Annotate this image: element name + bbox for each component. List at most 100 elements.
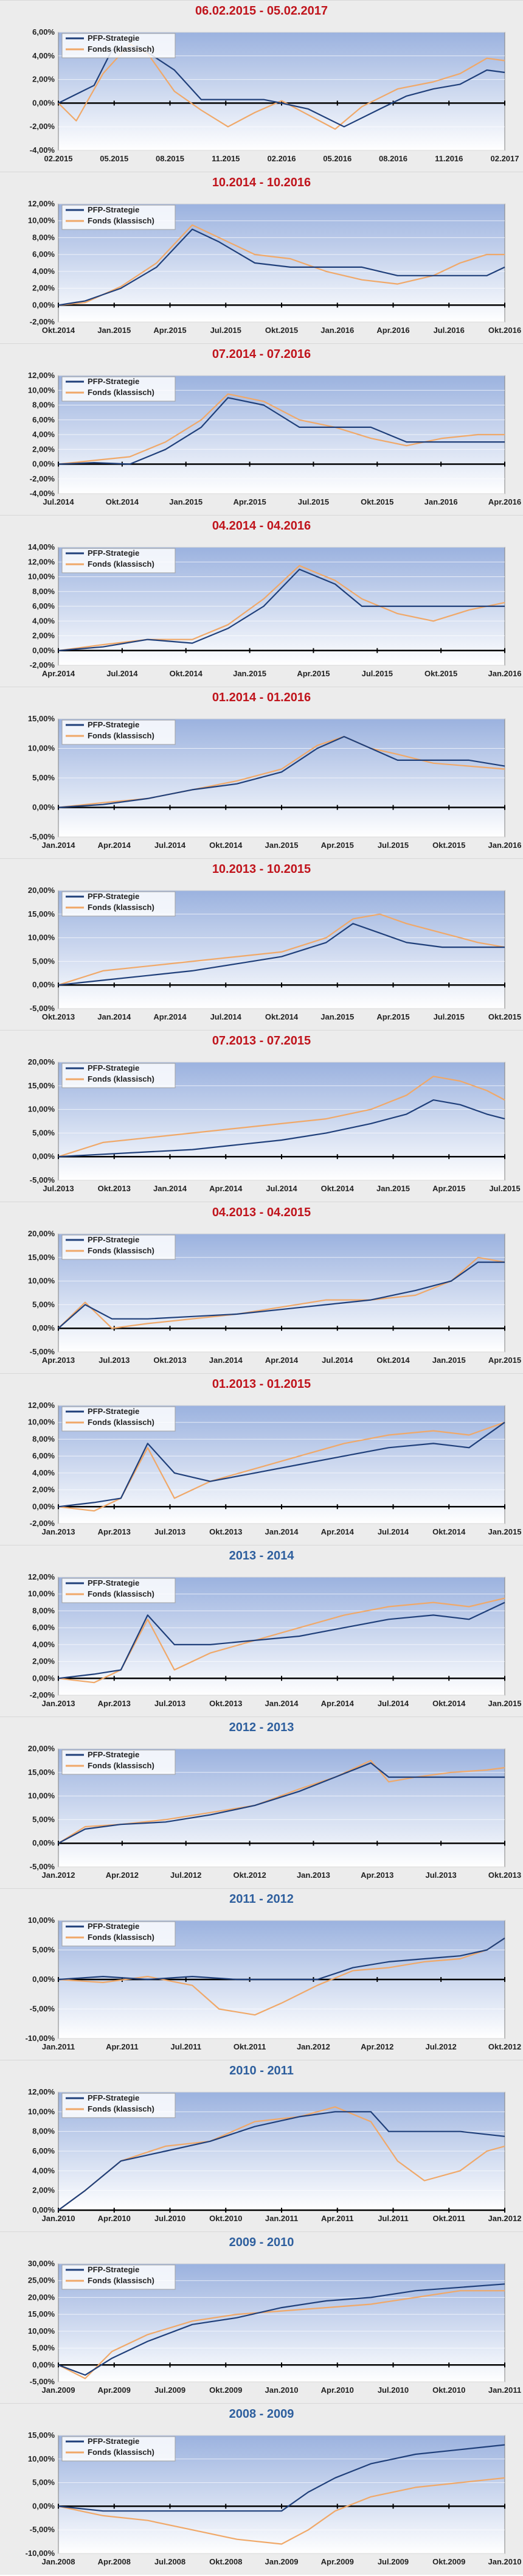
chart-svg: -10,00% -5,00% 0,00% 5,00% 10,00% 15,00% Jan.2… bbox=[26, 2431, 522, 2566]
y-tick-label: 20,00% bbox=[28, 2292, 55, 2301]
x-tick-label: Jul.2011 bbox=[170, 2042, 201, 2051]
y-tick-label: 5,00% bbox=[32, 773, 55, 782]
x-tick-label: Jan.2012 bbox=[297, 2042, 330, 2051]
y-tick-label: 20,00% bbox=[28, 1744, 55, 1753]
y-tick-label: 20,00% bbox=[28, 1057, 55, 1066]
legend-label: PFP-Strategie bbox=[88, 1063, 139, 1073]
y-tick-label: 10,00% bbox=[28, 1418, 55, 1427]
x-tick-label: Jan.2009 bbox=[42, 2385, 75, 2395]
x-tick-label: Okt.2013 bbox=[488, 1871, 521, 1880]
x-tick-label: Okt.2016 bbox=[488, 326, 521, 335]
y-tick-label: 0,00% bbox=[32, 2205, 55, 2214]
chart-svg: -5,00% 0,00% 5,00% 10,00% 15,00% 20,00% Jan.20… bbox=[28, 1744, 521, 1880]
legend-label: PFP-Strategie bbox=[88, 1922, 139, 1931]
x-tick-label: Jan.2015 bbox=[233, 669, 266, 678]
y-tick-label: 12,00% bbox=[28, 371, 55, 380]
y-tick-label: 2,00% bbox=[32, 2186, 55, 2195]
series-line-fonds-klassisch bbox=[58, 224, 505, 306]
y-tick-label: 0,00% bbox=[32, 1152, 55, 1161]
chart-svg: -2,00% 0,00% 2,00% 4,00% 6,00% 8,00% 10,00% 12,… bbox=[28, 199, 521, 335]
x-tick-label: 05.2016 bbox=[323, 154, 352, 163]
series-line-pfp-strategie bbox=[58, 1099, 505, 1158]
y-tick-label: 10,00% bbox=[28, 385, 55, 394]
x-tick-label: Apr.2011 bbox=[106, 2042, 139, 2051]
y-tick-label: -5,00% bbox=[30, 1347, 55, 1356]
x-tick-label: Jan.2013 bbox=[42, 1699, 75, 1708]
x-tick-label: Apr.2009 bbox=[98, 2385, 131, 2395]
y-tick-label: 4,00% bbox=[32, 616, 55, 625]
series-line-fonds-klassisch bbox=[58, 2106, 505, 2211]
y-tick-label: 15,00% bbox=[28, 1253, 55, 1262]
y-tick-label: -2,00% bbox=[30, 1690, 55, 1699]
x-tick-label: Okt.2015 bbox=[432, 841, 465, 850]
x-tick-label: 02.2016 bbox=[268, 154, 296, 163]
legend-label: PFP-Strategie bbox=[88, 548, 139, 558]
series-line-fonds-klassisch bbox=[58, 913, 505, 986]
x-tick-label: Jul.2009 bbox=[378, 2557, 409, 2566]
legend-label: PFP-Strategie bbox=[88, 2093, 139, 2102]
chart-panel: 10.2013 - 10.2015 -5,00% 0,00% 5,00% 10,00% 1… bbox=[0, 858, 523, 1030]
y-tick-label: 5,00% bbox=[32, 956, 55, 965]
chart-panel: 2012 - 2013 -5,00% 0,00% 5,00% 10,00% 15,00% 2… bbox=[0, 1717, 523, 1888]
y-tick-label: 5,00% bbox=[32, 2478, 55, 2487]
x-tick-label: Jan.2010 bbox=[42, 2214, 75, 2223]
x-tick-label: Apr.2015 bbox=[488, 1356, 521, 1365]
x-tick-label: Okt.2009 bbox=[432, 2557, 465, 2566]
y-tick-label: 0,00% bbox=[32, 1975, 55, 1984]
y-tick-label: 30,00% bbox=[28, 2259, 55, 2268]
x-tick-label: Okt.2015 bbox=[488, 1012, 521, 1021]
y-tick-label: 0,00% bbox=[32, 1838, 55, 1847]
x-tick-label: Okt.2010 bbox=[432, 2385, 465, 2395]
y-tick-label: 15,00% bbox=[28, 714, 55, 723]
series-line-pfp-strategie bbox=[58, 2283, 505, 2376]
chart-panel: 01.2013 - 01.2015 -2,00% 0,00% 2,00% 4,00% 6,… bbox=[0, 1373, 523, 1545]
chart-panel: 2010 - 2011 0,00% 2,00% 4,00% 6,00% 8,00% 10,0… bbox=[0, 2060, 523, 2231]
chart-panel: 07.2013 - 07.2015 -5,00% 0,00% 5,00% 10,00% 1… bbox=[0, 1030, 523, 1202]
chart-panel: 2011 - 2012 -10,00% -5,00% 0,00% 5,00% 10,00%… bbox=[0, 1888, 523, 2060]
y-tick-label: 20,00% bbox=[28, 886, 55, 895]
y-tick-label: 0,00% bbox=[32, 1673, 55, 1682]
y-tick-label: 5,00% bbox=[32, 1815, 55, 1824]
legend-label: PFP-Strategie bbox=[88, 205, 139, 214]
y-tick-label: 10,00% bbox=[28, 2326, 55, 2336]
legend-box bbox=[61, 1578, 176, 1603]
chart-svg: -5,00% 0,00% 5,00% 10,00% 15,00% 20,00% Apr.20… bbox=[28, 1229, 521, 1365]
legend-label: Fonds (klassisch) bbox=[88, 1074, 154, 1083]
x-tick-label: Jul.2010 bbox=[378, 2385, 409, 2395]
y-tick-label: 8,00% bbox=[32, 401, 55, 410]
x-tick-label: Okt.2014 bbox=[265, 1012, 299, 1021]
x-tick-label: Jul.2013 bbox=[425, 1871, 456, 1880]
x-tick-label: Apr.2014 bbox=[98, 841, 131, 850]
chart-title: 2010 - 2011 bbox=[229, 2064, 294, 2077]
legend-label: PFP-Strategie bbox=[88, 892, 139, 901]
y-tick-label: 5,00% bbox=[32, 1945, 55, 1955]
chart-title: 01.2014 - 01.2016 bbox=[212, 691, 311, 704]
y-tick-label: 8,00% bbox=[32, 2127, 55, 2136]
chart-title: 04.2013 - 04.2015 bbox=[212, 1206, 311, 1219]
x-tick-label: Jan.2015 bbox=[97, 326, 131, 335]
chart-panel: 04.2014 - 04.2016 -2,00% 0,00% 2,00% 4,00% 6,… bbox=[0, 515, 523, 687]
x-tick-label: Okt.2011 bbox=[234, 2042, 266, 2051]
x-tick-label: Jul.2013 bbox=[154, 1527, 185, 1536]
y-tick-label: 8,00% bbox=[32, 1434, 55, 1443]
x-tick-label: Apr.2012 bbox=[361, 2042, 393, 2051]
x-tick-label: Jul.2014 bbox=[266, 1184, 297, 1193]
y-tick-label: 6,00% bbox=[32, 601, 55, 611]
chart-panel: 01.2014 - 01.2016 -5,00% 0,00% 5,00% 10,00% 1… bbox=[0, 687, 523, 858]
x-tick-label: Jul.2014 bbox=[378, 1527, 409, 1536]
chart-svg: -10,00% -5,00% 0,00% 5,00% 10,00% Jan.2011 Apr… bbox=[26, 1916, 522, 2051]
x-tick-label: Jul.2014 bbox=[43, 497, 74, 506]
x-tick-label: Jan.2015 bbox=[320, 1012, 354, 1021]
x-tick-label: Jan.2015 bbox=[376, 1184, 410, 1193]
chart-title: 07.2013 - 07.2015 bbox=[212, 1034, 311, 1048]
y-tick-label: 8,00% bbox=[32, 587, 55, 596]
legend-label: PFP-Strategie bbox=[88, 1235, 139, 1244]
y-tick-label: 10,00% bbox=[28, 933, 55, 942]
y-tick-label: 0,00% bbox=[32, 803, 55, 812]
y-tick-label: 6,00% bbox=[32, 250, 55, 259]
x-tick-label: Apr.2010 bbox=[321, 2385, 354, 2395]
y-tick-label: -5,00% bbox=[30, 832, 55, 841]
chart-title: 07.2014 - 07.2016 bbox=[212, 348, 311, 361]
x-tick-label: Jul.2014 bbox=[154, 841, 186, 850]
y-tick-label: 0,00% bbox=[32, 1323, 55, 1332]
